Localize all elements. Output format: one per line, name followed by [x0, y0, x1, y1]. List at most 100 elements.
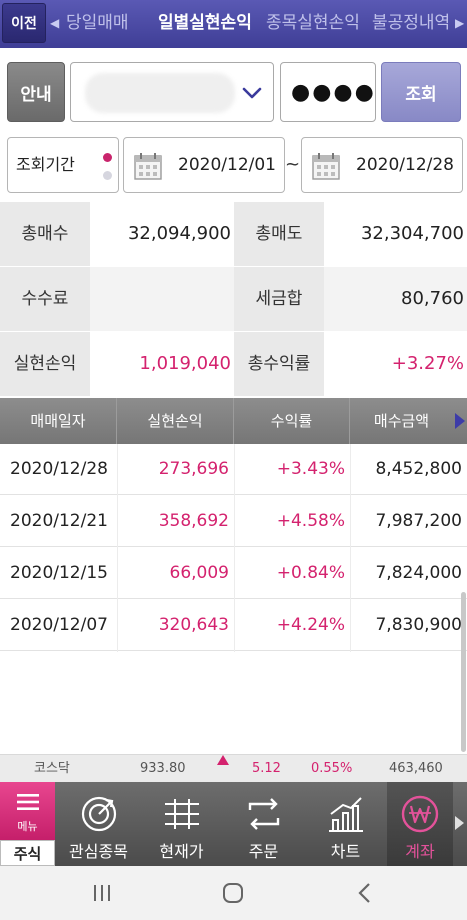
cell-profit: 320,643 [158, 615, 229, 635]
cell-rate: +4.58% [276, 511, 345, 531]
menu-block: 메뉴 주식 [0, 782, 55, 866]
column-divider [234, 444, 235, 652]
cell-buy-amount: 7,830,900 [375, 615, 462, 635]
stock-category-button[interactable]: 주식 [0, 840, 55, 866]
tab-stock-realized-pnl[interactable]: 종목실현손익 [266, 13, 360, 33]
start-date-field[interactable]: 2020/12/01 [123, 137, 285, 193]
tab-scroll-left-icon[interactable]: ◀ [50, 16, 60, 30]
summary-row: 실현손익 1,019,040 총수익률 +3.27% [0, 332, 467, 397]
summary-grid: 총매수 32,094,900 총매도 32,304,700 수수료 세금합 80… [0, 202, 467, 397]
tab-daily-realized-pnl[interactable]: 일별실현손익 [158, 13, 252, 33]
cell-date: 2020/12/15 [10, 563, 108, 583]
nav-account-label: 계좌 [405, 842, 435, 861]
table-row[interactable]: 2020/12/21 358,692 +4.58% 7,987,200 [0, 496, 467, 547]
col-buy-amount[interactable]: 매수금액 [373, 412, 430, 430]
market-ticker[interactable]: 코스닥 933.80 5.12 0.55% 463,460 [0, 754, 467, 782]
cell-buy-amount: 7,824,000 [375, 563, 462, 583]
fee-value [90, 267, 234, 331]
scroll-columns-right-icon[interactable] [455, 413, 465, 429]
total-sell-label: 총매도 [234, 202, 324, 266]
total-buy-label: 총매수 [0, 202, 90, 266]
col-trade-date[interactable]: 매매일자 [0, 398, 117, 444]
nav-current-price[interactable]: 현재가 [140, 782, 223, 866]
back-icon[interactable] [352, 880, 378, 906]
realized-pnl-value: 1,019,040 [90, 332, 234, 396]
cell-buy-amount: 8,452,800 [375, 459, 462, 479]
table-row[interactable]: 2020/12/15 66,009 +0.84% 7,824,000 [0, 548, 467, 599]
tax-total-value: 80,760 [324, 267, 467, 331]
period-separator: ~ [285, 154, 301, 175]
period-dot-inactive [103, 171, 112, 180]
cell-rate: +4.24% [276, 615, 345, 635]
period-label: 조회기간 [16, 155, 75, 174]
realized-pnl-label: 실현손익 [0, 332, 90, 396]
menu-button[interactable]: 메뉴 [0, 782, 55, 840]
start-date-value: 2020/12/01 [178, 155, 276, 175]
nav-chart[interactable]: 차트 [304, 782, 387, 866]
cell-rate: +0.84% [276, 563, 345, 583]
total-return-value: +3.27% [324, 332, 467, 396]
table-row[interactable]: 2020/12/07 320,643 +4.24% 7,830,900 [0, 600, 467, 651]
recent-apps-icon[interactable] [89, 880, 115, 906]
nav-current-price-label: 현재가 [159, 842, 204, 861]
summary-row: 수수료 세금합 80,760 [0, 267, 467, 332]
cell-buy-amount: 7,987,200 [375, 511, 462, 531]
table-row[interactable]: 2020/12/28 273,696 +3.43% 8,452,800 [0, 444, 467, 495]
current-price-icon [165, 799, 199, 829]
hamburger-icon [17, 794, 39, 810]
cell-profit: 273,696 [158, 459, 229, 479]
chart-icon [329, 797, 363, 832]
masked-account-number [85, 73, 235, 113]
nav-order[interactable]: 주문 [222, 782, 305, 866]
tab-scroll-right-icon[interactable]: ▶ [455, 16, 465, 30]
guide-button[interactable]: 안내 [7, 62, 65, 122]
bottom-navigation: 메뉴 주식 관심종목 현재가 [0, 782, 467, 866]
calendar-icon [312, 153, 340, 180]
period-button[interactable]: 조회기간 [7, 137, 119, 193]
favorites-icon [81, 796, 117, 832]
query-button[interactable]: 조회 [381, 62, 461, 122]
cell-rate: +3.43% [276, 459, 345, 479]
tab-today-trades[interactable]: 당일매매 [66, 13, 129, 33]
ticker-change-pct: 0.55% [311, 761, 353, 776]
chevron-down-icon [242, 87, 262, 99]
period-row: 조회기간 2020/12/01 ~ 2020/12/28 [0, 133, 467, 195]
top-tab-bar: 이전 ◀ 당일매매 일별실현손익 종목실현손익 불공정내역 ▶ [0, 0, 467, 48]
nav-chart-label: 차트 [330, 842, 361, 861]
cell-date: 2020/12/28 [10, 459, 108, 479]
account-select[interactable] [70, 62, 274, 122]
back-button[interactable]: 이전 [2, 3, 46, 43]
account-search-row: 안내 ●●●● 조회 [0, 55, 467, 127]
total-return-label: 총수익률 [234, 332, 324, 396]
end-date-field[interactable]: 2020/12/28 [301, 137, 463, 193]
period-dot-active [103, 153, 112, 162]
table-header: 매매일자 실현손익 수익률 매수금액 [0, 398, 467, 444]
home-icon[interactable] [220, 880, 246, 906]
up-arrow-icon [217, 755, 229, 765]
cell-profit: 358,692 [158, 511, 229, 531]
vertical-scrollbar[interactable] [461, 592, 466, 752]
tab-unfair-trades[interactable]: 불공정내역 [372, 13, 451, 33]
nav-more-icon[interactable] [455, 816, 464, 830]
menu-label: 메뉴 [17, 820, 38, 833]
system-navigation-bar [0, 866, 467, 920]
ticker-volume: 463,460 [389, 761, 443, 776]
total-buy-value: 32,094,900 [90, 202, 234, 266]
fee-label: 수수료 [0, 267, 90, 331]
nav-favorites-label: 관심종목 [69, 842, 128, 861]
total-sell-value: 32,304,700 [324, 202, 467, 266]
end-date-value: 2020/12/28 [356, 155, 454, 175]
nav-favorites[interactable]: 관심종목 [57, 782, 140, 866]
account-won-icon [401, 795, 439, 833]
col-realized-pnl[interactable]: 실현손익 [117, 398, 234, 444]
nav-account[interactable]: 계좌 [387, 782, 453, 866]
col-return-rate[interactable]: 수익률 [234, 398, 350, 444]
tax-total-label: 세금합 [234, 267, 324, 331]
nav-order-label: 주문 [248, 842, 279, 861]
password-field[interactable]: ●●●● [280, 62, 376, 122]
cell-date: 2020/12/21 [10, 511, 108, 531]
ticker-index-name: 코스닥 [34, 761, 70, 776]
ticker-index-value: 933.80 [140, 761, 186, 776]
cell-profit: 66,009 [169, 563, 229, 583]
